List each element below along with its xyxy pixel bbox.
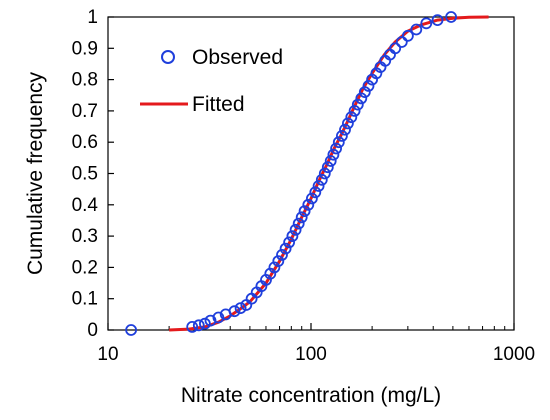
y-tick-label: 0.1 <box>72 289 98 310</box>
y-tick-label: 0.4 <box>72 195 99 216</box>
observed-point <box>351 98 364 111</box>
observed-point <box>292 217 305 230</box>
observed-point <box>355 92 368 105</box>
observed-series <box>125 11 458 336</box>
y-tick-label: 0 <box>87 320 98 341</box>
observed-point <box>358 86 371 98</box>
observed-point <box>420 17 433 30</box>
observed-point <box>330 142 343 155</box>
observed-point <box>289 223 302 236</box>
observed-point <box>283 236 296 249</box>
observed-point <box>279 242 292 255</box>
observed-point <box>298 205 311 218</box>
y-tick-label: 0.7 <box>72 101 98 122</box>
observed-point <box>309 186 322 199</box>
observed-point <box>295 211 308 224</box>
observed-point <box>268 261 281 274</box>
observed-point <box>345 111 358 124</box>
observed-point <box>339 123 351 136</box>
observed-point <box>315 173 328 186</box>
y-tick-label: 0.9 <box>72 38 98 59</box>
observed-point <box>186 320 199 333</box>
observed-point <box>312 180 325 192</box>
observed-point <box>198 317 211 330</box>
x-axis-title: Nitrate concentration (mg/L) <box>181 384 441 407</box>
observed-point <box>305 192 318 205</box>
observed-point <box>125 324 138 336</box>
observed-point <box>362 80 375 92</box>
observed-point <box>321 161 334 174</box>
y-tick-label: 0.5 <box>72 164 98 185</box>
observed-point <box>228 305 241 318</box>
observed-point <box>324 155 337 167</box>
y-tick-label: 1 <box>87 7 98 28</box>
plot-frame <box>107 16 515 331</box>
y-axis-title: Cumulative frequency <box>24 71 47 275</box>
y-tick-label: 0.8 <box>72 70 98 91</box>
observed-point <box>318 167 331 180</box>
y-tick-label: 0.6 <box>72 132 98 153</box>
observed-point <box>335 129 348 142</box>
x-tick-label: 100 <box>295 344 327 365</box>
x-axis-ticks: 10 100 1000 <box>97 323 535 365</box>
observed-point <box>431 14 444 27</box>
observed-point <box>389 42 402 55</box>
observed-point <box>204 314 217 327</box>
y-axis-ticks: 0 0.1 0.2 0.3 0.4 0.5 0.6 0.7 0.8 0.9 1 <box>72 7 114 341</box>
plot-area <box>107 16 515 331</box>
y-tick-label: 0.3 <box>72 226 98 247</box>
observed-point <box>327 148 340 161</box>
observed-point <box>234 302 247 315</box>
observed-point <box>410 23 423 36</box>
observed-point <box>332 136 345 149</box>
legend: Observed Fitted <box>140 46 283 116</box>
observed-point <box>276 248 288 261</box>
observed-point <box>341 117 354 130</box>
observed-point <box>395 36 408 48</box>
observed-point <box>192 319 205 332</box>
observed-point <box>401 29 414 42</box>
legend-observed-marker <box>161 50 175 64</box>
x-tick-label: 10 <box>97 344 118 365</box>
x-tick-label: 1000 <box>493 344 535 365</box>
observed-point <box>302 198 315 211</box>
legend-observed-label: Observed <box>192 46 283 69</box>
legend-fitted-label: Fitted <box>192 93 245 116</box>
y-tick-label: 0.2 <box>72 257 98 278</box>
observed-point <box>272 255 285 268</box>
observed-point <box>445 11 458 23</box>
observed-point <box>286 230 299 243</box>
observed-point <box>212 311 225 324</box>
observed-point <box>348 105 361 117</box>
